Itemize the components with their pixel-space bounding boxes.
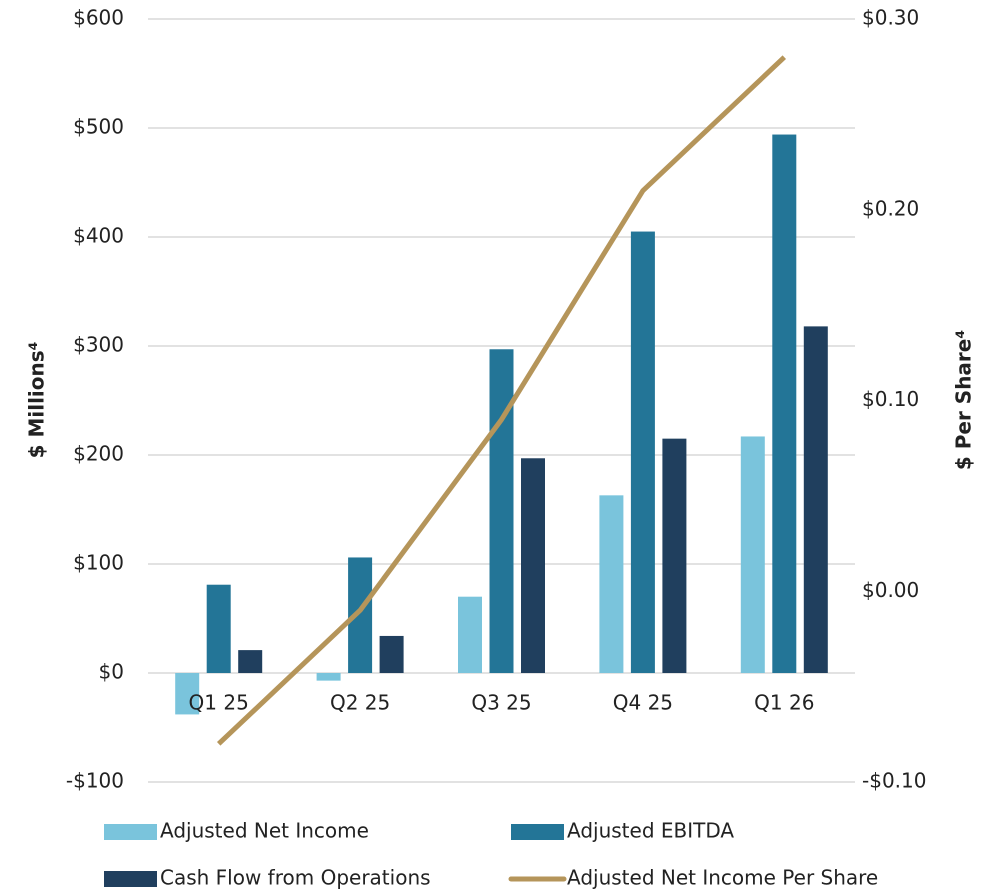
y-tick-label: -$100	[66, 769, 124, 793]
legend-swatch	[104, 871, 157, 887]
bar	[489, 349, 514, 673]
bar	[458, 596, 482, 673]
y-tick-label: $300	[73, 333, 124, 357]
y2-tick-label: $0.10	[862, 387, 919, 411]
x-tick-label: Q4 25	[613, 691, 673, 715]
y-tick-label: $100	[73, 551, 124, 575]
y-tick-label: $600	[73, 6, 124, 30]
x-tick-label: Q2 25	[330, 691, 390, 715]
bar	[772, 134, 797, 674]
y-axis-title: $ Millions⁴	[25, 342, 49, 459]
x-tick-label: Q1 25	[189, 691, 249, 715]
bar	[630, 231, 655, 674]
y-tick-label: $400	[73, 224, 124, 248]
bar	[662, 438, 687, 673]
bar	[238, 650, 263, 673]
y2-tick-label: $0.30	[862, 6, 919, 30]
x-tick-label: Q1 26	[754, 691, 814, 715]
bar	[521, 458, 545, 673]
y2-tick-label: $0.20	[862, 196, 919, 220]
legend-swatch	[511, 824, 564, 840]
bar	[175, 673, 200, 715]
y-tick-label: $0	[99, 660, 124, 684]
bar	[740, 436, 765, 673]
y-tick-label: $200	[73, 442, 124, 466]
legend-swatch	[104, 824, 157, 840]
bar	[379, 635, 404, 673]
y-tick-label: $500	[73, 115, 124, 139]
y2-tick-label: $0.00	[862, 578, 919, 602]
y2-axis-title: $ Per Share⁴	[952, 330, 976, 470]
bar	[803, 326, 828, 673]
y2-tick-label: -$0.10	[862, 769, 926, 793]
legend-label: Adjusted Net Income	[160, 819, 369, 843]
legend-label: Cash Flow from Operations	[160, 866, 431, 890]
legend-label: Adjusted EBITDA	[567, 819, 734, 843]
x-tick-label: Q3 25	[471, 691, 531, 715]
bar	[316, 673, 341, 681]
bar	[599, 495, 624, 673]
bar	[206, 584, 231, 673]
legend-label: Adjusted Net Income Per Share	[567, 866, 878, 890]
line	[216, 55, 787, 746]
